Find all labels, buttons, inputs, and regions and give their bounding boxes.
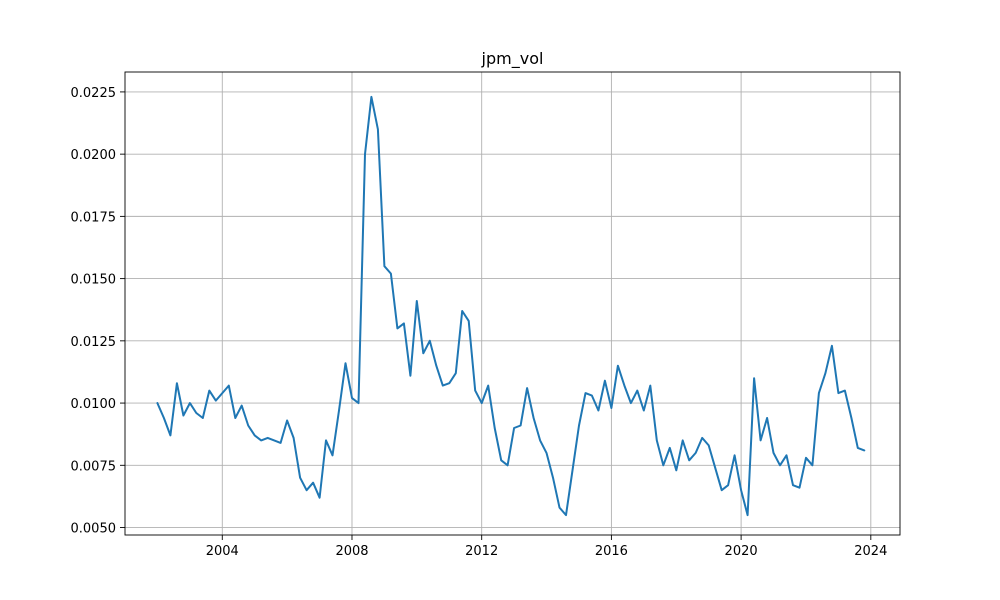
x-tick-label: 2024: [854, 544, 887, 559]
x-tick-label: 2020: [725, 544, 758, 559]
y-tick-label: 0.0100: [71, 397, 117, 412]
y-tick-label: 0.0075: [71, 459, 117, 474]
y-tick-label: 0.0225: [71, 86, 117, 101]
x-tick-label: 2004: [206, 544, 239, 559]
series-line: [156, 95, 866, 517]
x-tick-label: 2016: [595, 544, 628, 559]
y-tick-label: 0.0175: [71, 210, 117, 225]
x-axis: 2004 2008 2012 2016 2020 2024: [206, 535, 887, 559]
y-axis: 0.0050 0.0075 0.0100 0.0125 0.0150 0.0175 0.02…: [71, 86, 125, 537]
y-tick-label: 0.0125: [71, 335, 117, 350]
grid-lines: [125, 72, 900, 535]
series-layer: [156, 95, 866, 517]
y-tick-label: 0.0050: [71, 522, 117, 537]
chart-title: jpm_vol: [481, 49, 544, 69]
plot-frame: [124, 71, 901, 536]
y-tick-label: 0.0200: [71, 148, 117, 163]
x-tick-label: 2008: [335, 544, 368, 559]
x-tick-label: 2012: [465, 544, 498, 559]
y-tick-label: 0.0150: [71, 273, 117, 288]
